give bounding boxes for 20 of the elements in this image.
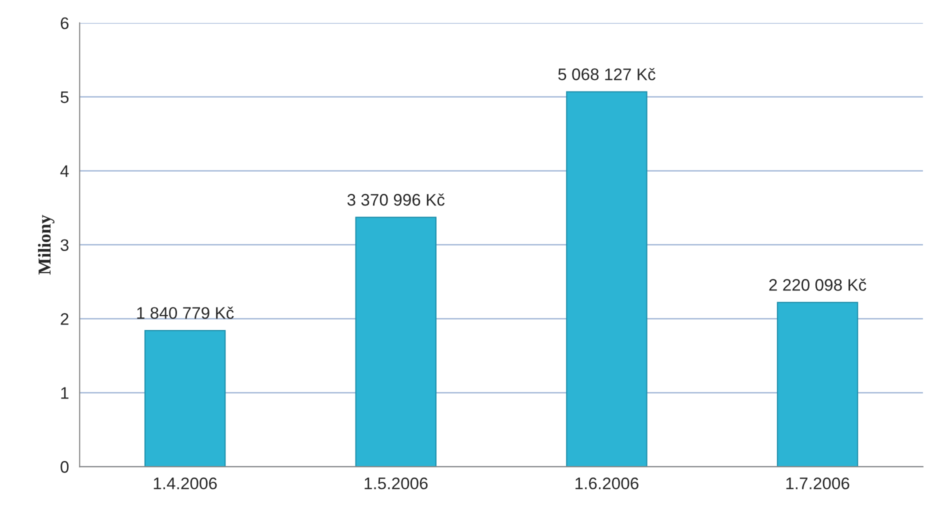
annotation: 3 370 996 Kč: [347, 193, 445, 206]
y-tick-label: 4: [60, 165, 69, 177]
x-tick-label: 1.5.2006: [364, 478, 428, 490]
y-axis-title: Miliony: [38, 214, 54, 275]
annotation: 5 068 127 Kč: [558, 68, 656, 80]
y-tick-label: 2: [60, 313, 68, 325]
y-tick-label: 0: [60, 461, 69, 473]
bar: [144, 330, 226, 467]
y-tick-label: 5: [60, 91, 69, 104]
bar: [355, 216, 436, 467]
y-tick-label: 3: [60, 239, 68, 252]
x-tick-label: 1.6.2006: [576, 478, 638, 490]
bar: [776, 302, 858, 467]
y-tick-label: 1: [61, 387, 68, 399]
x-tick-label: 1.7.2006: [786, 478, 850, 490]
x-tick-label: 1.4.2006: [154, 478, 217, 490]
bar: [566, 91, 648, 467]
annotation: 1 840 779 Kč: [137, 306, 234, 319]
annotation: 2 220 098 Kč: [769, 278, 866, 291]
y-tick-label: 6: [60, 17, 68, 30]
